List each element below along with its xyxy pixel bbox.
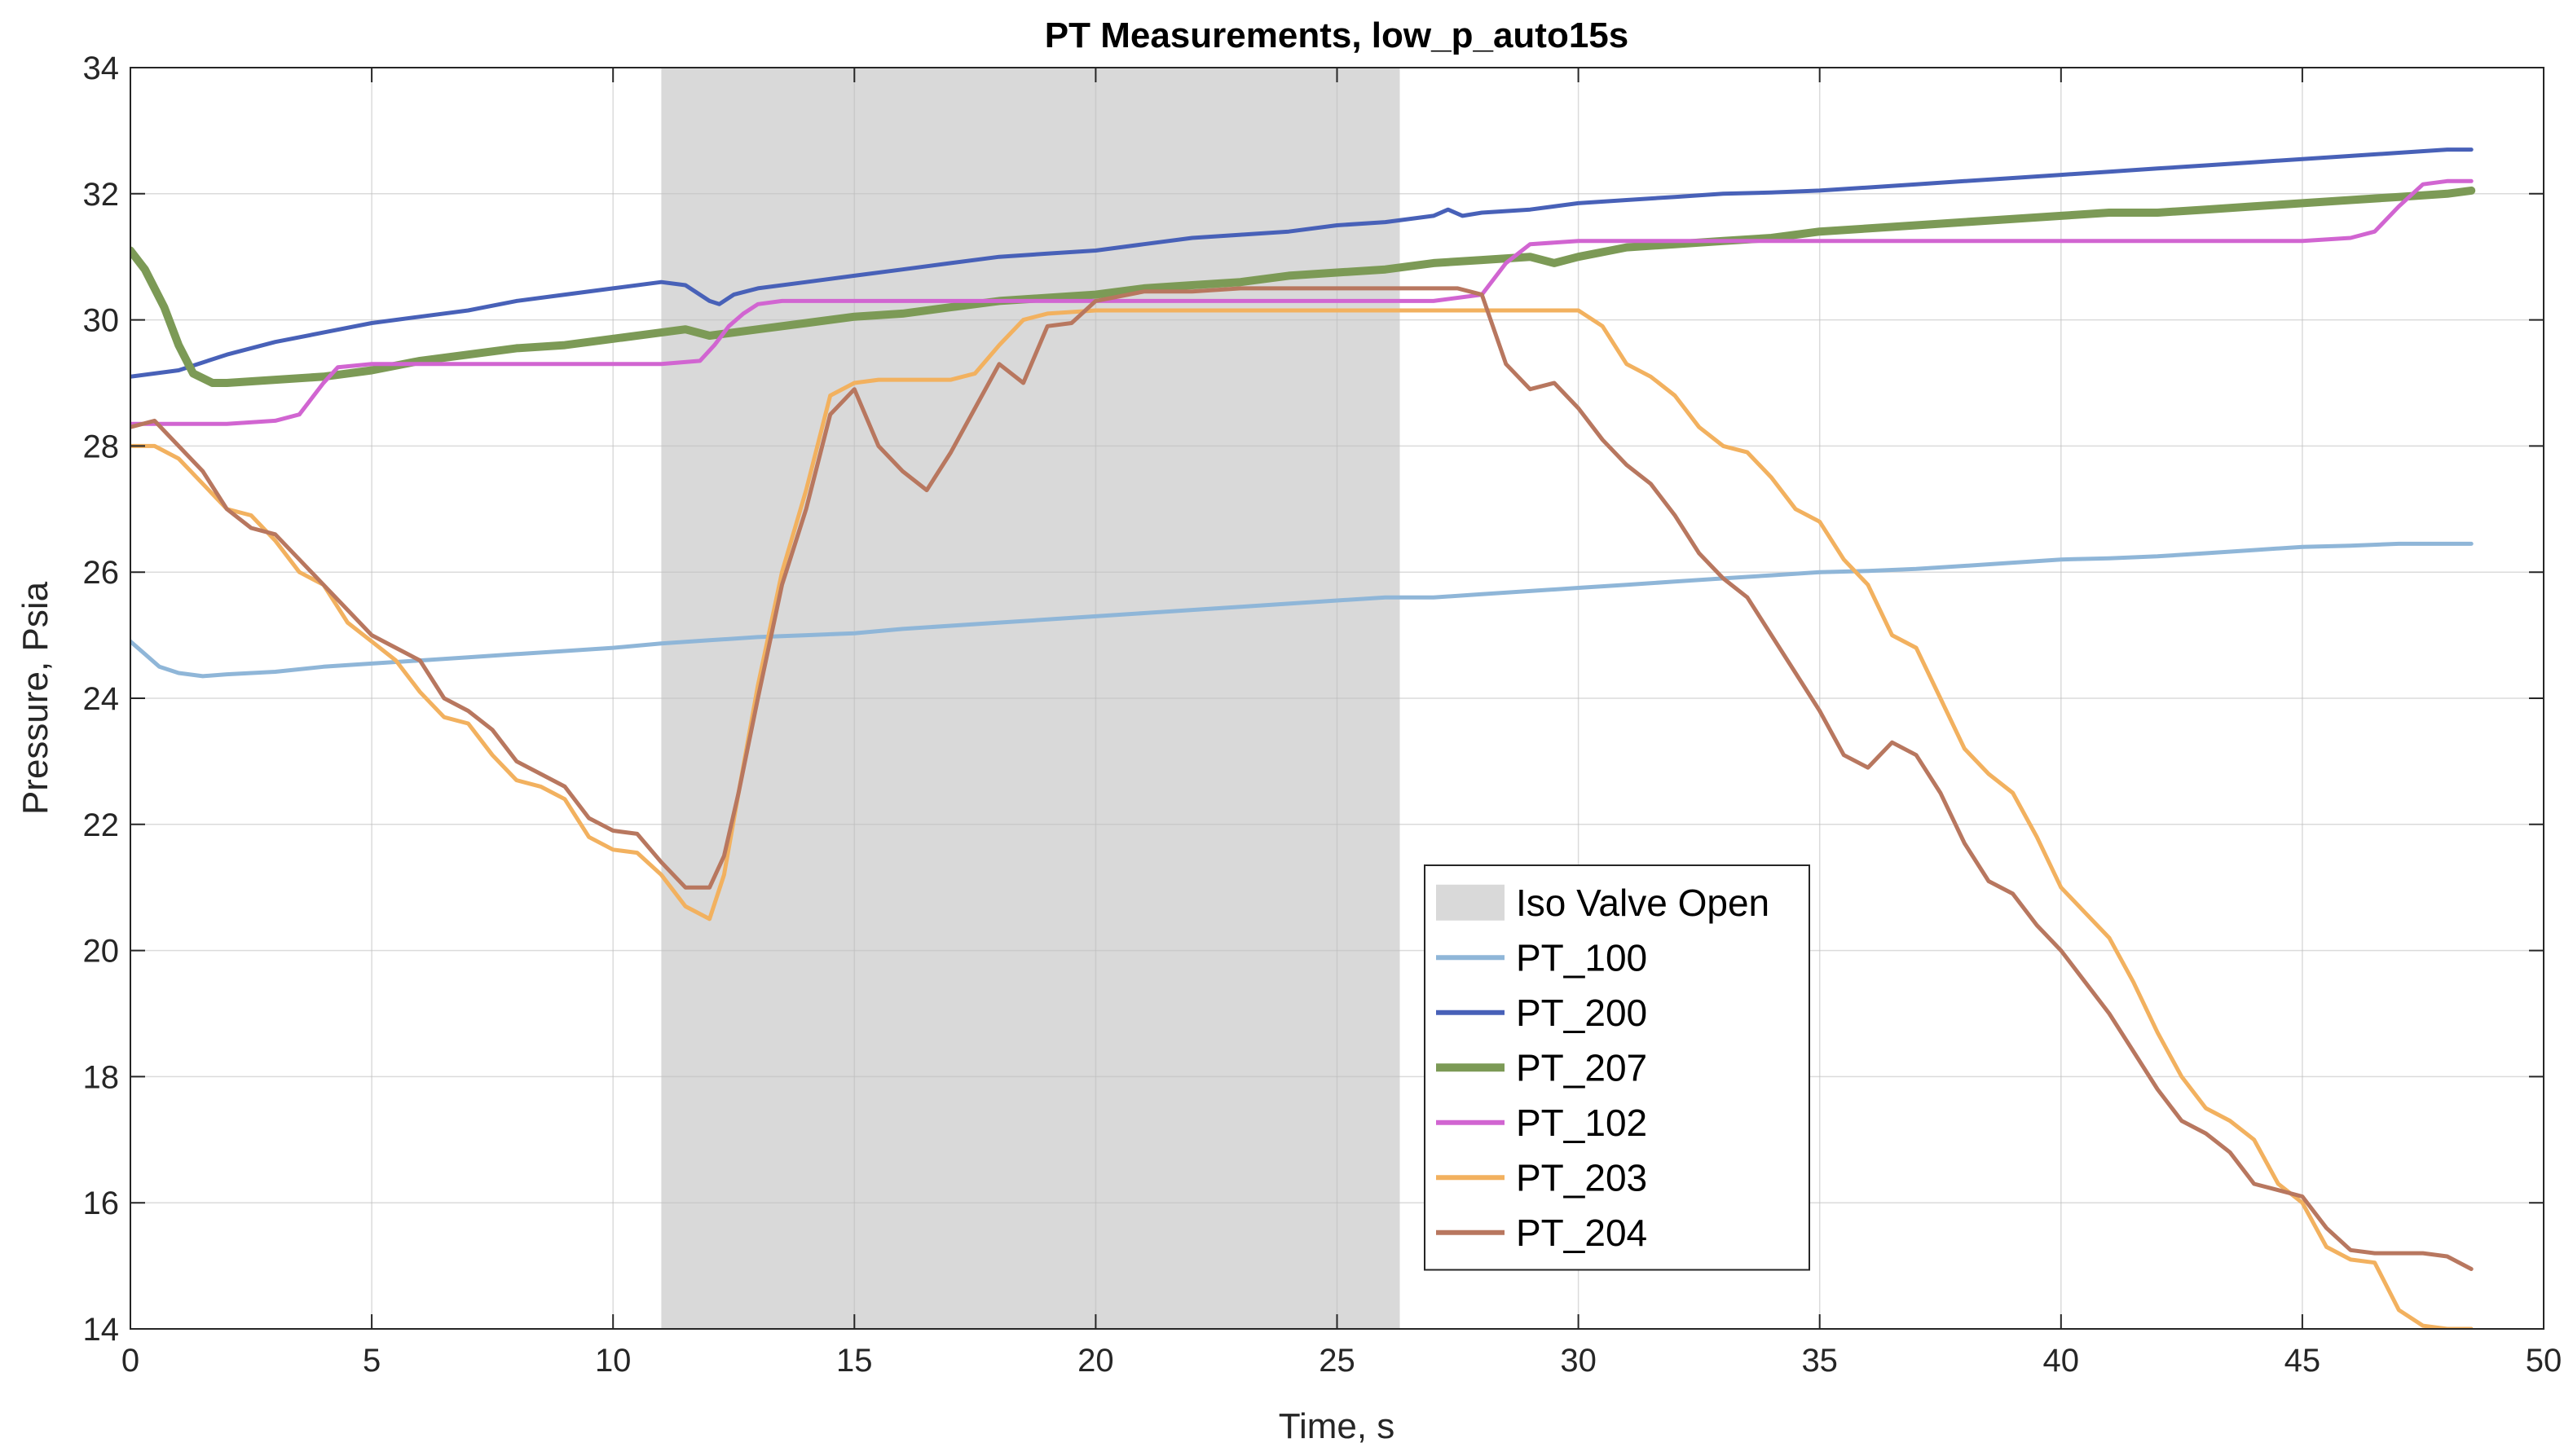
legend-swatch-iso-valve-open bbox=[1436, 884, 1505, 921]
y-tick-label: 28 bbox=[83, 429, 120, 464]
x-tick-label: 35 bbox=[1801, 1343, 1838, 1379]
legend-label-iso-valve-open: Iso Valve Open bbox=[1516, 882, 1769, 924]
x-tick-label: 15 bbox=[836, 1343, 873, 1379]
legend: Iso Valve Open PT_100 PT_200 PT_207 PT_102 PT… bbox=[1424, 864, 1810, 1271]
series-line-pt-203 bbox=[130, 308, 2474, 1329]
x-axis-label: Time, s bbox=[1279, 1406, 1395, 1446]
y-axis-label: Pressure, Psia bbox=[15, 581, 55, 815]
x-tick-label: 50 bbox=[2526, 1343, 2562, 1379]
y-tick-label: 22 bbox=[83, 807, 120, 843]
legend-label-pt-100: PT_100 bbox=[1516, 936, 1647, 979]
x-tick-label: 5 bbox=[363, 1343, 381, 1379]
series-layer bbox=[130, 147, 2476, 1329]
series-line-pt-204 bbox=[130, 286, 2474, 1271]
x-tick-label: 20 bbox=[1077, 1343, 1114, 1379]
legend-label-pt-207: PT_207 bbox=[1516, 1046, 1647, 1089]
y-tick-label: 14 bbox=[83, 1312, 120, 1348]
x-tick-label: 25 bbox=[1319, 1343, 1355, 1379]
series-line-pt-100 bbox=[130, 541, 2474, 679]
x-tick-label: 0 bbox=[121, 1343, 139, 1379]
x-tick-label: 30 bbox=[1560, 1343, 1597, 1379]
y-tick-label: 32 bbox=[83, 177, 120, 213]
legend-label-pt-204: PT_204 bbox=[1516, 1212, 1647, 1254]
y-tick-label: 30 bbox=[83, 303, 120, 339]
chart-title: PT Measurements, low_p_auto15s bbox=[1045, 15, 1628, 55]
series-line-pt-102 bbox=[130, 178, 2474, 426]
y-tick-label: 20 bbox=[83, 934, 120, 970]
y-tick-label: 18 bbox=[83, 1059, 120, 1095]
y-tick-label: 34 bbox=[83, 51, 120, 86]
series-line-pt-200 bbox=[130, 147, 2474, 379]
y-tick-label: 24 bbox=[83, 681, 120, 717]
y-tick-label: 26 bbox=[83, 555, 120, 591]
legend-label-pt-102: PT_102 bbox=[1516, 1102, 1647, 1144]
legend-label-pt-200: PT_200 bbox=[1516, 992, 1647, 1034]
x-tick-label: 40 bbox=[2043, 1343, 2080, 1379]
legend-label-pt-203: PT_203 bbox=[1516, 1156, 1647, 1199]
tick-layer: 0 5 10 15 20 25 30 35 40 45 50 14 16 18 20 22 24 26 28 30 32… bbox=[83, 51, 2562, 1379]
x-tick-label: 45 bbox=[2284, 1343, 2321, 1379]
y-tick-label: 16 bbox=[83, 1185, 120, 1221]
x-tick-label: 10 bbox=[595, 1343, 632, 1379]
series-line-pt-207 bbox=[130, 186, 2476, 387]
